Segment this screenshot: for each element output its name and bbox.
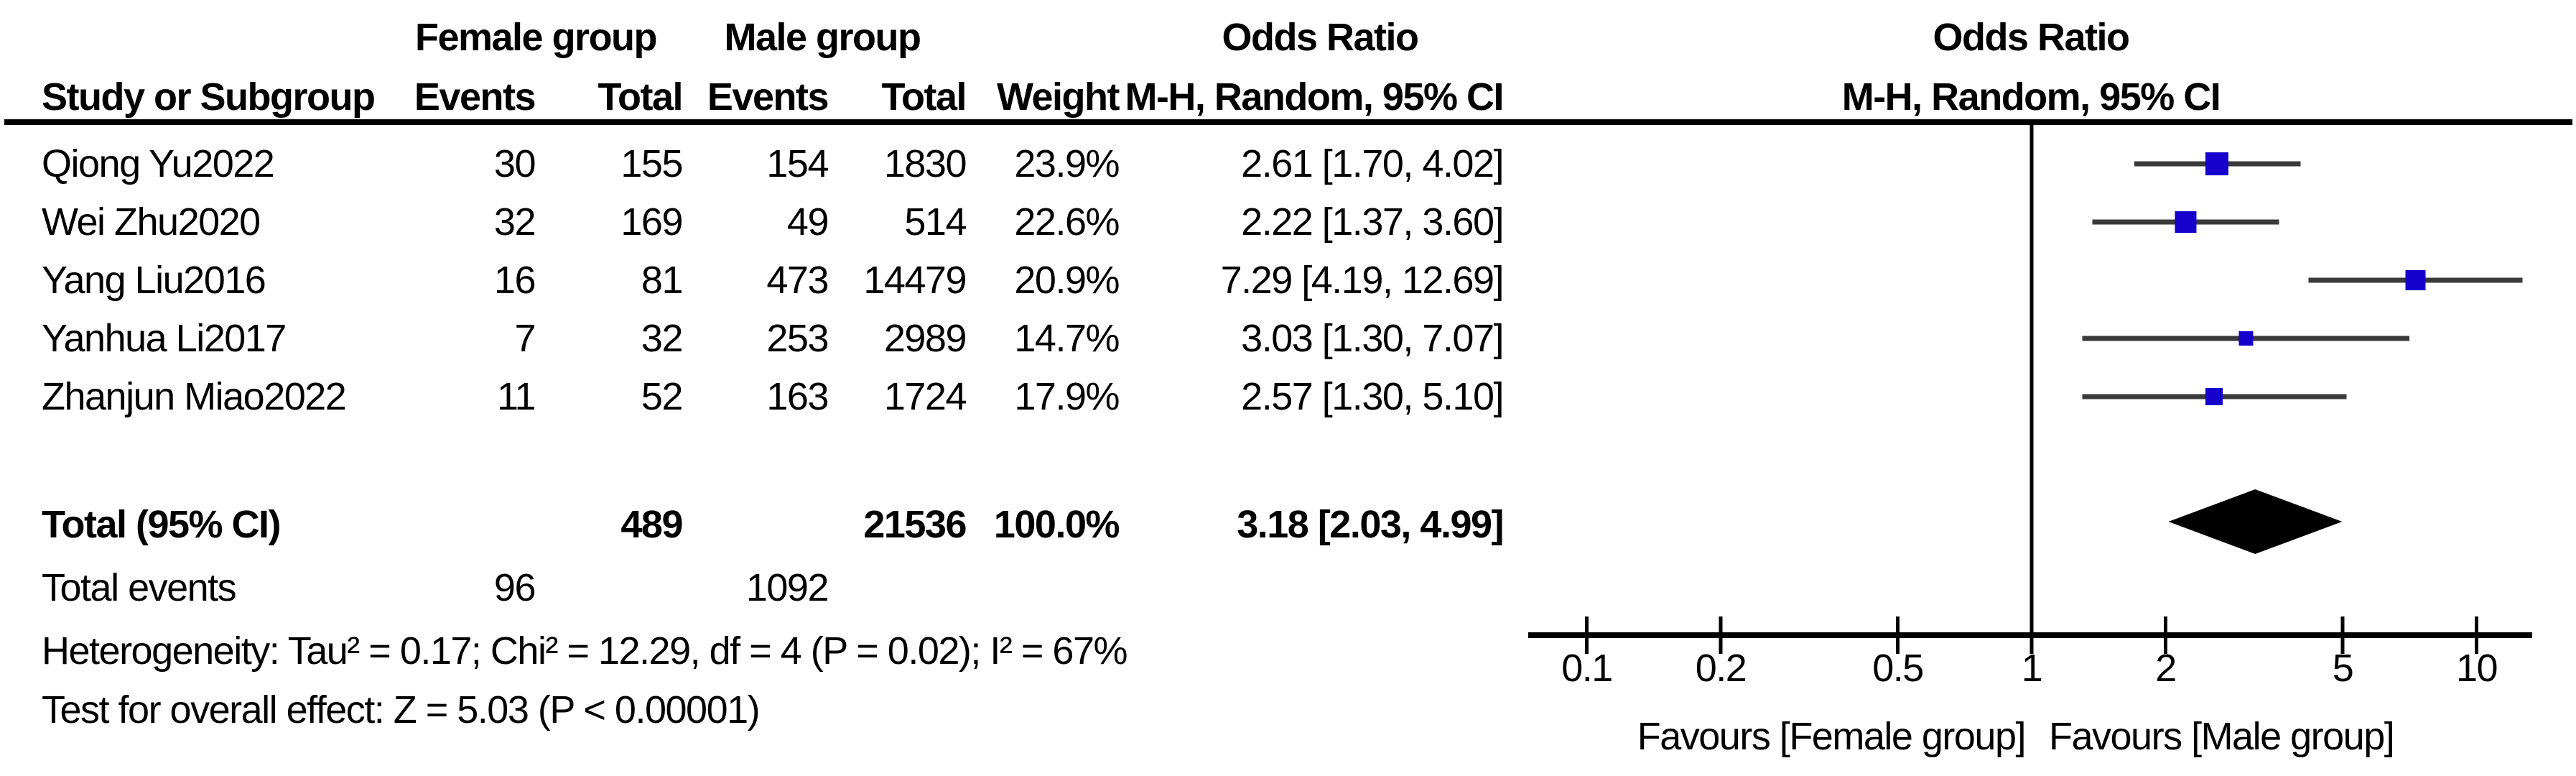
study-events-female: 11 — [496, 375, 536, 418]
ci-line — [2082, 394, 2347, 399]
study-events-female: 16 — [493, 259, 536, 302]
summary-diamond — [2168, 489, 2343, 554]
overall-effect-text: Test for overall effect: Z = 5.03 (P < 0… — [42, 688, 761, 731]
heterogeneity-text: Heterogeneity: Tau² = 0.17; Chi² = 12.29… — [42, 629, 1128, 673]
plot-header-mh-random-ci: M-H, Random, 95% CI — [1841, 75, 2221, 119]
col-header-events-2: Events — [707, 75, 829, 119]
plot-header-odds-ratio: Odds Ratio — [1933, 16, 2130, 59]
total-row-or-ci: 3.18 [2.03, 4.99] — [1237, 503, 1504, 546]
study-or-ci: 2.57 [1.30, 5.10] — [1241, 375, 1504, 418]
study-events-female: 30 — [493, 142, 536, 185]
study-name: Zhanjun Miao2022 — [42, 375, 347, 418]
study-name: Yang Liu2016 — [42, 259, 266, 302]
study-or-ci: 7.29 [4.19, 12.69] — [1220, 259, 1505, 302]
study-or-ci: 3.03 [1.30, 7.07] — [1241, 317, 1504, 360]
col-header-odds-ratio: Odds Ratio — [1222, 16, 1419, 59]
study-events-male: 154 — [766, 142, 829, 185]
or-point-square — [2205, 388, 2223, 405]
col-header-female-group: Female group — [414, 16, 658, 59]
study-total-female: 169 — [620, 200, 683, 244]
ci-line — [2092, 219, 2279, 225]
study-total-female: 81 — [641, 259, 684, 302]
or-point-square — [2175, 211, 2197, 233]
axis-tick-label: 0.2 — [1695, 647, 1747, 690]
study-total-female: 32 — [641, 317, 684, 360]
ci-line — [2134, 161, 2301, 167]
study-events-female: 32 — [493, 200, 536, 244]
study-total-male: 1830 — [883, 142, 967, 185]
col-header-weight: Weight — [997, 75, 1120, 119]
study-total-male: 1724 — [883, 375, 967, 418]
study-name: Yanhua Li2017 — [42, 317, 287, 360]
study-events-male: 49 — [786, 200, 829, 244]
axis-tick-label: 5 — [2332, 647, 2354, 690]
axis-tick-label: 10 — [2455, 647, 2498, 690]
study-total-male: 14479 — [863, 259, 967, 302]
study-weight: 23.9% — [1014, 142, 1120, 185]
study-weight: 20.9% — [1014, 259, 1120, 302]
study-name: Wei Zhu2020 — [42, 200, 261, 244]
study-or-ci: 2.22 [1.37, 3.60] — [1241, 200, 1504, 244]
study-events-female: 7 — [514, 317, 536, 360]
study-or-ci: 2.61 [1.70, 4.02] — [1241, 142, 1504, 185]
total-row-total-2: 21536 — [863, 503, 967, 546]
favours-left-label: Favours [Female group] — [1637, 715, 2027, 758]
total-row-total-1: 489 — [620, 503, 683, 546]
x-axis-line — [1528, 632, 2532, 638]
col-header-male-group: Male group — [724, 16, 921, 59]
total-events-female: 96 — [493, 566, 536, 609]
study-events-male: 163 — [766, 375, 829, 418]
ci-line — [2308, 277, 2523, 283]
ci-line — [2082, 336, 2410, 341]
null-effect-line — [2029, 125, 2034, 637]
or-point-square — [2238, 331, 2254, 346]
study-events-male: 253 — [766, 317, 829, 360]
axis-tick-label: 1 — [2021, 647, 2043, 690]
col-header-events-1: Events — [414, 75, 536, 119]
study-weight: 22.6% — [1014, 200, 1120, 244]
study-total-female: 155 — [620, 142, 683, 185]
col-header-total-1: Total — [597, 75, 684, 119]
total-row-weight: 100.0% — [993, 503, 1120, 546]
col-header-total-2: Total — [881, 75, 967, 119]
axis-tick-label: 2 — [2155, 647, 2177, 690]
axis-tick-label: 0.5 — [1872, 647, 1924, 690]
study-total-female: 52 — [641, 375, 684, 418]
total-events-male: 1092 — [745, 566, 829, 609]
total-row-label: Total (95% CI) — [42, 503, 282, 546]
axis-tick-label: 0.1 — [1561, 647, 1613, 690]
study-total-male: 514 — [904, 200, 967, 244]
col-header-study: Study or Subgroup — [42, 75, 376, 119]
study-total-male: 2989 — [883, 317, 967, 360]
or-point-square — [2405, 270, 2426, 290]
favours-right-label: Favours [Male group] — [2049, 715, 2395, 758]
col-header-mh-random-ci: M-H, Random, 95% CI — [1125, 75, 1504, 119]
study-name: Qiong Yu2022 — [42, 142, 275, 185]
header-rule — [4, 119, 2572, 125]
total-events-label: Total events — [42, 566, 237, 609]
study-events-male: 473 — [766, 259, 829, 302]
study-weight: 14.7% — [1014, 317, 1120, 360]
or-point-square — [2205, 152, 2229, 175]
study-weight: 17.9% — [1014, 375, 1120, 418]
